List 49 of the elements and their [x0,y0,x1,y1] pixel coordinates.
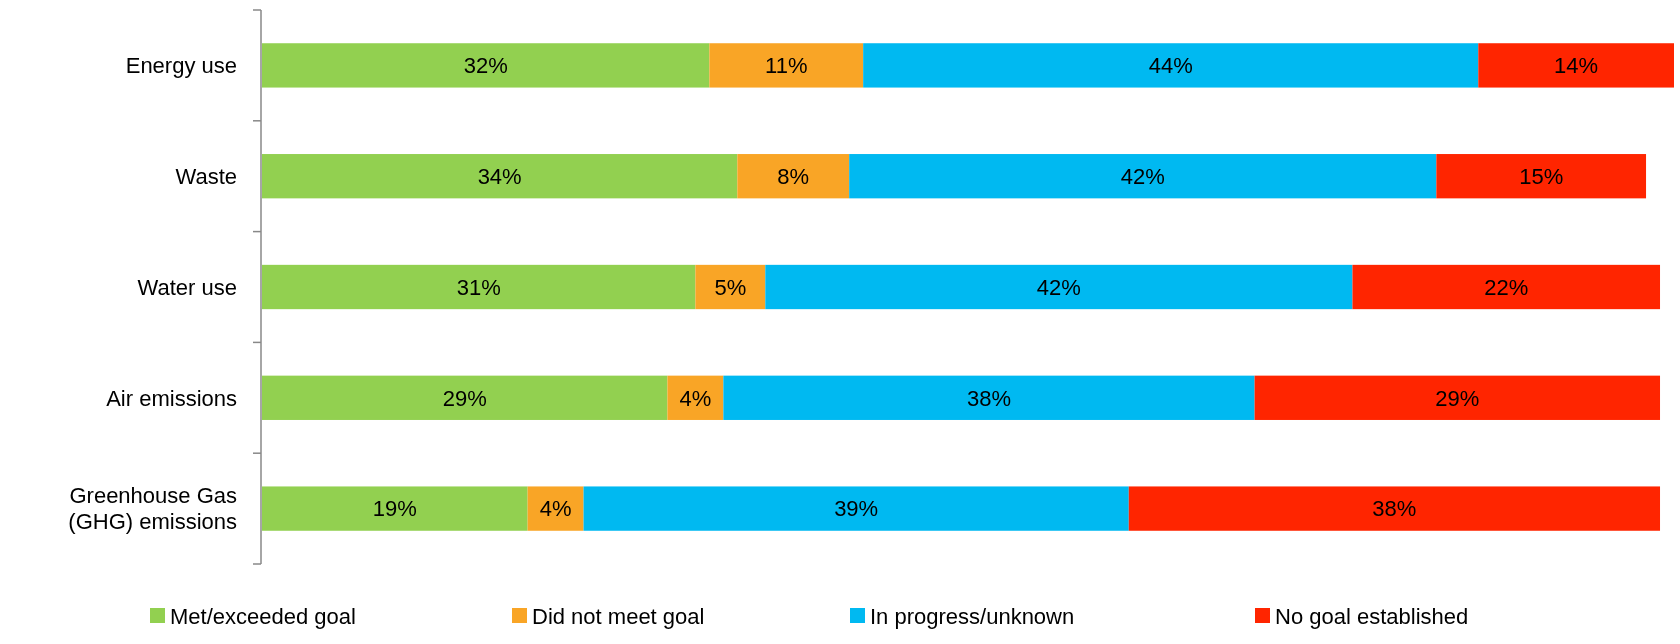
bar [262,154,738,199]
bar [262,264,696,310]
bar [1478,43,1674,88]
data-label: 42% [1036,274,1081,300]
bar [527,486,584,531]
bar [1352,264,1661,310]
bar [262,486,528,531]
bar [695,264,766,310]
data-label: 38% [966,385,1011,411]
bar [849,154,1437,199]
data-label: 29% [1435,385,1480,411]
bar [1436,154,1647,199]
y-tick-label: Waste [175,163,237,189]
data-label: 5% [714,274,747,300]
bar [1254,375,1661,420]
bar [765,264,1353,310]
legend-label: In progress/unknown [870,603,1075,629]
bar [262,375,668,420]
bar [709,43,864,88]
legend-label: Met/exceeded goal [170,603,356,629]
bar [667,375,724,420]
data-label: 8% [777,163,810,189]
legend-label: No goal established [1275,603,1469,629]
legend-label: Did not meet goal [532,603,705,629]
data-label: 11% [765,53,808,79]
bar [583,486,1129,531]
data-label: 38% [1372,496,1417,522]
data-label: 29% [442,385,487,411]
data-label: 32% [463,53,508,79]
y-tick-label: Air emissions [106,385,237,411]
data-label: 31% [456,274,501,300]
data-label: 15% [1519,163,1564,189]
bar [262,43,710,88]
data-label: 39% [834,496,879,522]
data-label: 44% [1148,53,1193,79]
data-label: 42% [1120,163,1165,189]
data-label: 14% [1554,53,1599,79]
y-tick-label: Greenhouse Gas (GHG) emissions [68,483,237,535]
data-label: 4% [679,385,712,411]
y-tick-label: Water use [137,274,237,300]
y-tick-label: Energy use [125,53,237,79]
bar [737,154,850,199]
bar [723,375,1255,420]
bar [1128,486,1661,531]
data-label: 22% [1484,274,1529,300]
data-label: 19% [372,496,417,522]
bar [863,43,1479,88]
data-label: 34% [477,163,522,189]
data-label: 4% [539,496,572,522]
